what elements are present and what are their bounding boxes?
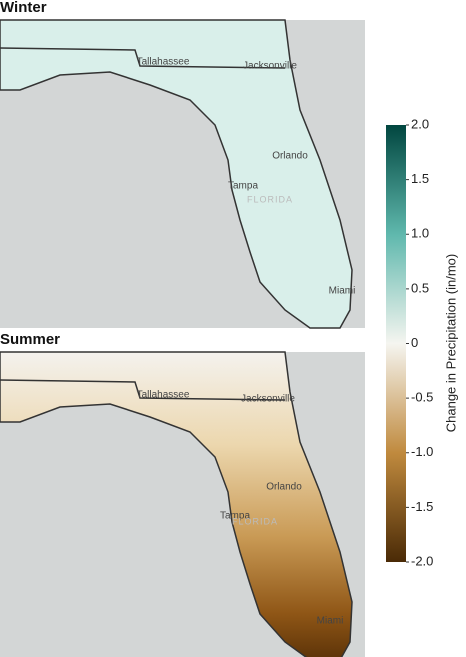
city-label: Miami (329, 286, 356, 297)
tick-label: 1.5 (411, 171, 429, 186)
city-label: Jacksonville (241, 394, 295, 405)
tick-label: 0 (411, 335, 418, 350)
city-label: Miami (317, 616, 344, 627)
city-label: Jacksonville (243, 61, 297, 72)
tick-label: -0.5 (411, 390, 433, 405)
city-label: Tampa (220, 511, 250, 522)
tick-label: 1.0 (411, 226, 429, 241)
state-label: FLORIDA (247, 194, 293, 204)
tick-label: -1.5 (411, 499, 433, 514)
panel-title: Winter (0, 0, 47, 16)
state-border (0, 379, 286, 401)
colorbar (386, 125, 406, 562)
state-border (0, 47, 286, 69)
panel-title: Summer (0, 331, 60, 348)
tick-label: -2.0 (411, 553, 433, 568)
summer-panel (0, 351, 365, 657)
colorbar-label: Change in Precipitation (in/mo) (443, 254, 458, 432)
city-label: Tallahassee (137, 390, 190, 401)
tick-label: 0.5 (411, 280, 429, 295)
city-label: Tallahassee (137, 57, 190, 68)
tick-label: 2.0 (411, 116, 429, 131)
state-label: FLORIDA (232, 516, 278, 526)
city-label: Orlando (272, 151, 308, 162)
city-label: Tampa (228, 181, 258, 192)
tick-label: -1.0 (411, 444, 433, 459)
city-label: Orlando (266, 482, 302, 493)
winter-panel (0, 19, 365, 329)
